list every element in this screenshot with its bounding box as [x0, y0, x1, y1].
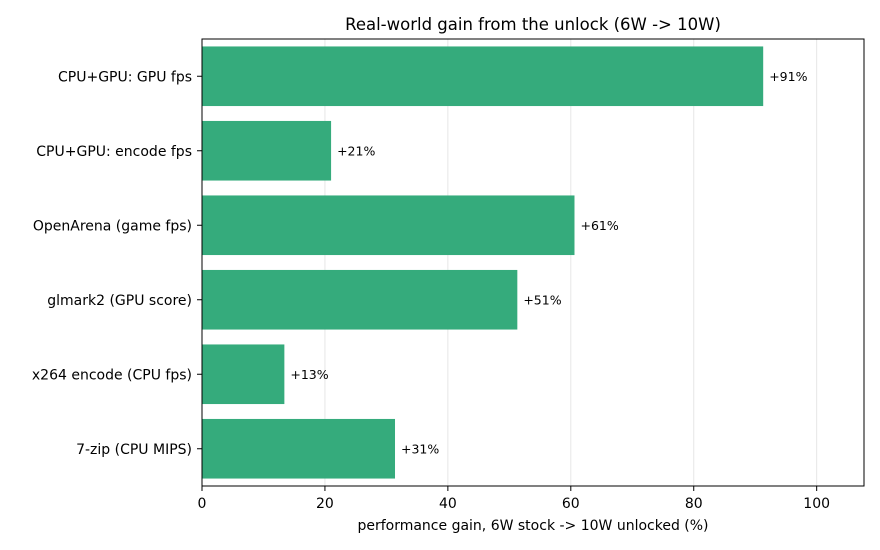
x-axis-ticks: 0 20 40 60 80 100 [198, 486, 830, 512]
bar [202, 269, 518, 330]
bar [202, 46, 764, 107]
category-label: OpenArena (game fps) [33, 218, 192, 234]
category-label: 7-zip (CPU MIPS) [76, 442, 192, 458]
bar [202, 120, 332, 181]
bar-value-label: +13% [290, 367, 328, 382]
bar-value-label: +21% [337, 143, 375, 158]
bar-value-label: +51% [523, 292, 561, 307]
data-labels: +91% +21% +61% +51% +13% +31% [290, 69, 807, 457]
category-label: glmark2 (GPU score) [47, 293, 192, 309]
category-label: CPU+GPU: GPU fps [58, 69, 192, 85]
x-axis-title: performance gain, 6W stock -> 10W unlock… [357, 518, 708, 534]
x-tick-label: 40 [439, 496, 457, 512]
x-tick-label: 60 [562, 496, 580, 512]
x-tick-label: 0 [198, 496, 207, 512]
bars [202, 46, 764, 479]
bar-value-label: +91% [769, 69, 807, 84]
category-label: CPU+GPU: encode fps [36, 144, 192, 160]
x-tick-label: 100 [803, 496, 830, 512]
x-tick-label: 80 [685, 496, 703, 512]
y-axis-ticks: CPU+GPU: GPU fps CPU+GPU: encode fps OpenA… [32, 69, 202, 458]
bar [202, 195, 575, 256]
category-label: x264 encode (CPU fps) [32, 367, 192, 383]
bar-value-label: +31% [401, 441, 439, 456]
chart-title: Real-world gain from the unlock (6W -> 1… [345, 15, 721, 34]
plot-frame [201, 38, 865, 487]
x-tick-label: 20 [316, 496, 334, 512]
bar [202, 344, 285, 405]
bar [202, 418, 396, 479]
bar-value-label: +61% [580, 218, 618, 233]
